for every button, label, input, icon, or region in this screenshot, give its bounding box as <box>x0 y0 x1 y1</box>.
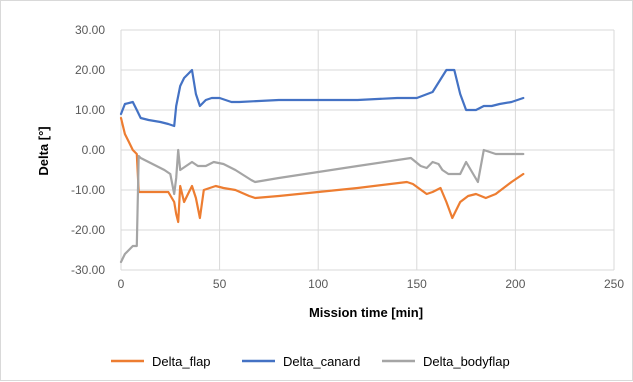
x-axis-title: Mission time [min] <box>309 305 423 320</box>
x-tick-label: 200 <box>505 277 525 291</box>
gridlines <box>120 29 615 271</box>
legend-label-delta-bodyflap: Delta_bodyflap <box>423 354 510 369</box>
legend-label-delta-canard: Delta_canard <box>283 354 360 369</box>
y-axis-tick-labels: 30.00 20.00 10.00 0.00 -10.00 -20.00 -30.00 <box>71 23 105 277</box>
y-tick-label: -20.00 <box>71 223 105 237</box>
y-axis-title: Delta [°] <box>36 126 51 175</box>
legend: Delta_flap Delta_canard Delta_bodyflap <box>111 354 510 369</box>
x-tick-label: 250 <box>604 277 624 291</box>
y-tick-label: 20.00 <box>75 63 105 77</box>
y-tick-label: 30.00 <box>75 23 105 37</box>
series-line-delta-flap <box>119 116 525 224</box>
x-tick-label: 100 <box>308 277 328 291</box>
x-tick-label: 0 <box>118 277 125 291</box>
y-tick-label: -30.00 <box>71 263 105 277</box>
series-line-delta-canard <box>119 68 525 128</box>
series-line-delta-bodyflap <box>119 148 525 264</box>
x-tick-label: 150 <box>407 277 427 291</box>
x-tick-label: 50 <box>213 277 227 291</box>
series-lines <box>119 68 525 264</box>
y-tick-label: 10.00 <box>75 103 105 117</box>
y-tick-label: 0.00 <box>82 143 106 157</box>
y-tick-label: -10.00 <box>71 183 105 197</box>
legend-label-delta-flap: Delta_flap <box>152 354 211 369</box>
x-axis-tick-labels: 0 50 100 150 200 250 <box>118 277 625 291</box>
